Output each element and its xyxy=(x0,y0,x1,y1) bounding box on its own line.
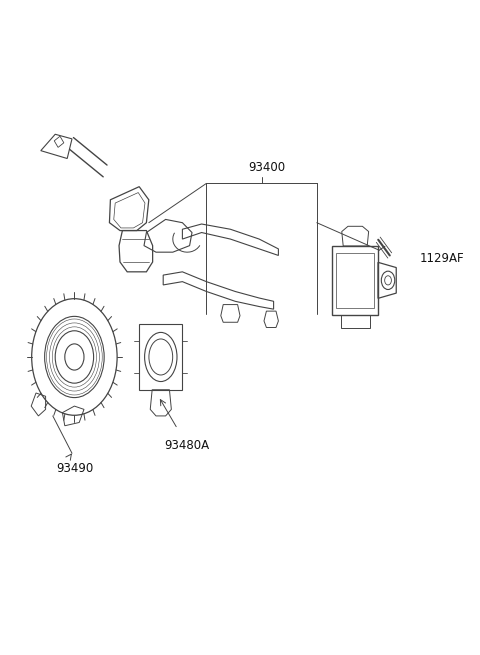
Text: 93400: 93400 xyxy=(248,160,285,174)
Text: 93480A: 93480A xyxy=(165,439,210,452)
Text: 1129AF: 1129AF xyxy=(420,252,465,265)
Text: 93490: 93490 xyxy=(56,462,93,475)
